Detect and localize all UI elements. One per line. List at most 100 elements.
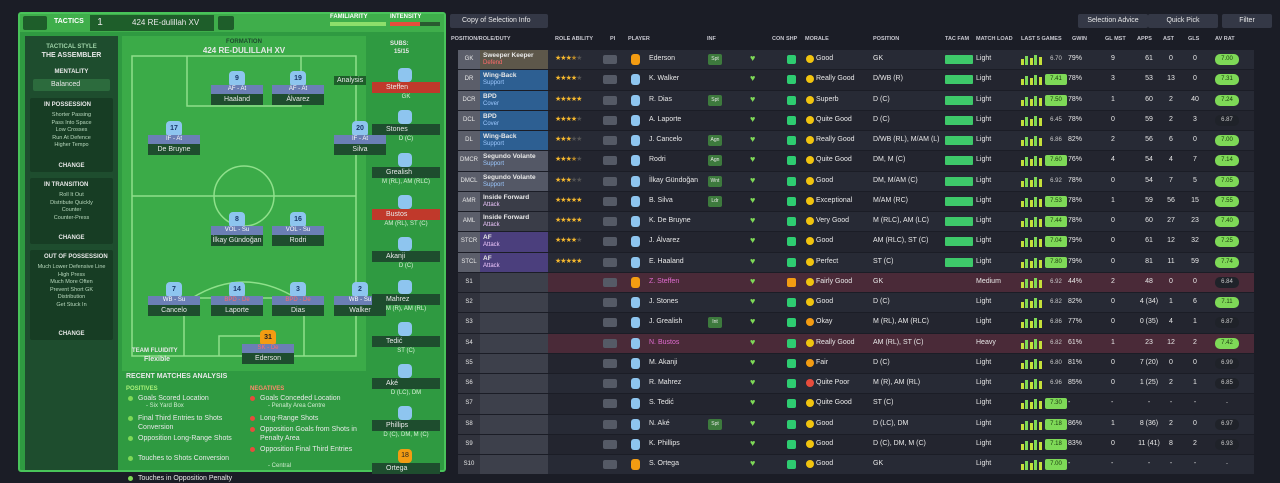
form-bar bbox=[1038, 340, 1042, 349]
table-row[interactable]: S7 S. Tedić ♥ Quite Good ST (C) Light 7.30- - - -… bbox=[458, 394, 1254, 414]
table-row[interactable]: S10 S. Ortega ♥ Good GK Light 7.00- - - - - - bbox=[458, 455, 1254, 475]
gls: 1 bbox=[1193, 318, 1197, 326]
table-row[interactable]: S6 R. Mahrez ♥ Quite Poor M (R), AM (RL) Ligh… bbox=[458, 374, 1254, 394]
sub-name[interactable]: Mahrez bbox=[372, 293, 440, 305]
pi-icon bbox=[603, 95, 617, 105]
table-row[interactable]: S3 J. Grealish Int ♥ Okay M (RL), AM (RLC) Lig… bbox=[458, 313, 1254, 333]
player-card[interactable]: 9 AF - At Haaland bbox=[207, 71, 267, 111]
form-rating: 6.92 bbox=[1050, 177, 1062, 184]
sub-name[interactable]: Stones bbox=[372, 124, 440, 136]
pi-icon bbox=[603, 196, 617, 206]
analysis-button[interactable]: Analysis bbox=[334, 76, 367, 85]
sub-name[interactable]: Grealish bbox=[372, 166, 440, 178]
table-row[interactable]: DMCL Segundo Volante Support ★★★★★ İlkay Gün… bbox=[458, 171, 1254, 191]
table-row[interactable]: DMCR Segundo Volante Support ★★★★★ Rodri Agn ♥… bbox=[458, 151, 1254, 171]
table-row[interactable]: DCL BPD Cover ★★★★★ A. Laporte ♥ Quite Good D (… bbox=[458, 110, 1254, 130]
morale-icon bbox=[806, 399, 814, 408]
table-row[interactable]: DR Wing-Back Support ★★★★★ K. Walker ♥ Really … bbox=[458, 70, 1254, 90]
table-row[interactable]: AMR Inside Forward Attack ★★★★★ B. Silva Ldr ♥… bbox=[458, 191, 1254, 211]
apps: 60 bbox=[1145, 95, 1153, 103]
analysis-detail: - Six Yard Box bbox=[146, 403, 184, 409]
sharpness-icon bbox=[787, 196, 796, 206]
table-row[interactable]: AML Inside Forward Attack ★★★★★ K. De Bruyne… bbox=[458, 212, 1254, 232]
sub-name[interactable]: Tedić bbox=[372, 335, 440, 347]
pi-icon bbox=[603, 379, 617, 388]
player-face bbox=[631, 216, 640, 227]
table-row[interactable]: STCR AF Attack ★★★★★ J. Álvarez ♥ Good AM (RLC)… bbox=[458, 232, 1254, 252]
table-row[interactable]: DCR BPD Cover ★★★★★ R. Dias Spt ♥ Superb D (C) Li… bbox=[458, 90, 1254, 110]
player-face bbox=[631, 94, 640, 106]
name: Silva bbox=[334, 144, 386, 155]
sub-name[interactable]: Akanji bbox=[372, 251, 440, 263]
table-row[interactable]: S8 N. Aké Spt ♥ Good D (LC), DM Light 7.18 86% 1 8… bbox=[458, 414, 1254, 434]
sub-name[interactable]: Ortega bbox=[372, 462, 440, 474]
table-row[interactable]: S9 K. Phillips ♥ Good D (C), DM, M (C) Light 7… bbox=[458, 434, 1254, 454]
pi-icon bbox=[603, 318, 617, 328]
toolbar-button[interactable]: Quick Pick bbox=[1148, 14, 1218, 28]
tactic-name[interactable]: 424 RE-dulillah XV bbox=[110, 15, 214, 31]
bullet bbox=[128, 436, 133, 441]
player-card[interactable]: 16 VOL - Su Rodri bbox=[268, 212, 328, 252]
sub-name[interactable]: Phillips bbox=[372, 420, 440, 432]
table-row[interactable]: STCL AF Attack ★★★★★ E. Haaland ♥ Perfect ST (C… bbox=[458, 252, 1254, 272]
toolbar-button[interactable]: Selection Advice bbox=[1078, 14, 1148, 28]
player-face bbox=[631, 438, 640, 450]
form-bar bbox=[1025, 197, 1029, 207]
player-card[interactable]: 3 BPD - De Dias bbox=[268, 282, 328, 322]
gls: - bbox=[1193, 460, 1197, 467]
player-card[interactable]: 7 WB - Su Cancelo bbox=[144, 282, 204, 322]
table-row[interactable]: S4 N. Bustos ♥ Really Good AM (RL), ST (C) He… bbox=[458, 333, 1254, 353]
gls: 3 bbox=[1193, 115, 1197, 123]
pi-icon bbox=[603, 419, 617, 429]
analysis-item: Opposition Final Third Entries bbox=[260, 446, 353, 453]
player-card[interactable]: 8 VOL - Su İlkay Gündoğan bbox=[207, 212, 267, 252]
gls: 6 bbox=[1193, 298, 1197, 305]
duty: Attack bbox=[483, 222, 500, 228]
pi-icon bbox=[603, 358, 617, 368]
form-bar bbox=[1021, 140, 1024, 146]
table-row[interactable]: S1 Z. Steffen ♥ Fairly Good GK Medium 6.92 44% 2… bbox=[458, 272, 1254, 292]
change-button[interactable]: CHANGE bbox=[58, 235, 85, 241]
sub-name[interactable]: Bustos bbox=[372, 208, 440, 220]
column-header: GL MST bbox=[1105, 36, 1126, 42]
sub-name[interactable]: Aké bbox=[372, 378, 440, 390]
style: THE ASSEMBLER bbox=[41, 52, 102, 59]
form-bar bbox=[1029, 199, 1033, 207]
table-row[interactable]: S2 J. Stones ♥ Good D (C) Light 6.82 82% 0 4 (34)… bbox=[458, 293, 1254, 313]
sub-position: D (C), DM, M (C) bbox=[383, 432, 429, 439]
player-card[interactable]: 20 IF - At Silva bbox=[330, 121, 390, 161]
toolbar-button[interactable]: Filter bbox=[1222, 14, 1272, 28]
view-dropdown[interactable]: Copy of Selection Info bbox=[450, 14, 548, 28]
form-bar bbox=[1038, 97, 1042, 106]
position-code: S9 bbox=[458, 434, 480, 454]
change-button[interactable]: CHANGE bbox=[58, 163, 85, 169]
player-card[interactable]: 2 WB - Su Walker bbox=[330, 282, 390, 322]
column-header: GWIN bbox=[1072, 36, 1087, 42]
form-bar bbox=[1025, 96, 1029, 106]
mentality-dropdown[interactable]: Balanced bbox=[33, 79, 110, 91]
change-button[interactable]: CHANGE bbox=[58, 331, 85, 337]
column-header: AST bbox=[1163, 36, 1174, 42]
form-bar bbox=[1034, 439, 1038, 450]
phase-item: Roll It Out bbox=[59, 192, 84, 198]
tac-fam-bar bbox=[945, 75, 973, 85]
gl-mst: 0 bbox=[1111, 176, 1115, 184]
table-row[interactable]: GK Sweeper Keeper Defend ★★★★★ Ederson Spt ♥ Go… bbox=[458, 50, 1254, 70]
position: M (RLC), AM (LC) bbox=[873, 217, 929, 224]
player-card[interactable]: 31 SK - De Ederson bbox=[238, 330, 298, 370]
gls: 0 bbox=[1193, 419, 1197, 427]
form-rating: 6.80 bbox=[1050, 359, 1062, 366]
shirt: 17 bbox=[166, 121, 182, 137]
column-header: INF bbox=[707, 36, 716, 42]
player-card[interactable]: 19 AF - At Álvarez bbox=[268, 71, 328, 111]
player: A. Laporte bbox=[649, 115, 682, 123]
player-card[interactable]: 14 BPD - De Laporte bbox=[207, 282, 267, 322]
form-rating: 6.82 bbox=[1050, 299, 1062, 305]
table-row[interactable]: S5 M. Akanji ♥ Fair D (C) Light 6.80 81% 0 7 (20)… bbox=[458, 353, 1254, 373]
form-bars bbox=[1021, 358, 1043, 369]
role: BPD bbox=[483, 112, 497, 120]
player-card[interactable]: 17 IF - At De Bruyne bbox=[144, 121, 204, 161]
table-row[interactable]: DL Wing-Back Support ★★★★★ J. Cancelo Agn ♥ Rea… bbox=[458, 131, 1254, 151]
back-button[interactable] bbox=[23, 16, 47, 30]
sub-name[interactable]: Steffen bbox=[372, 82, 440, 93]
